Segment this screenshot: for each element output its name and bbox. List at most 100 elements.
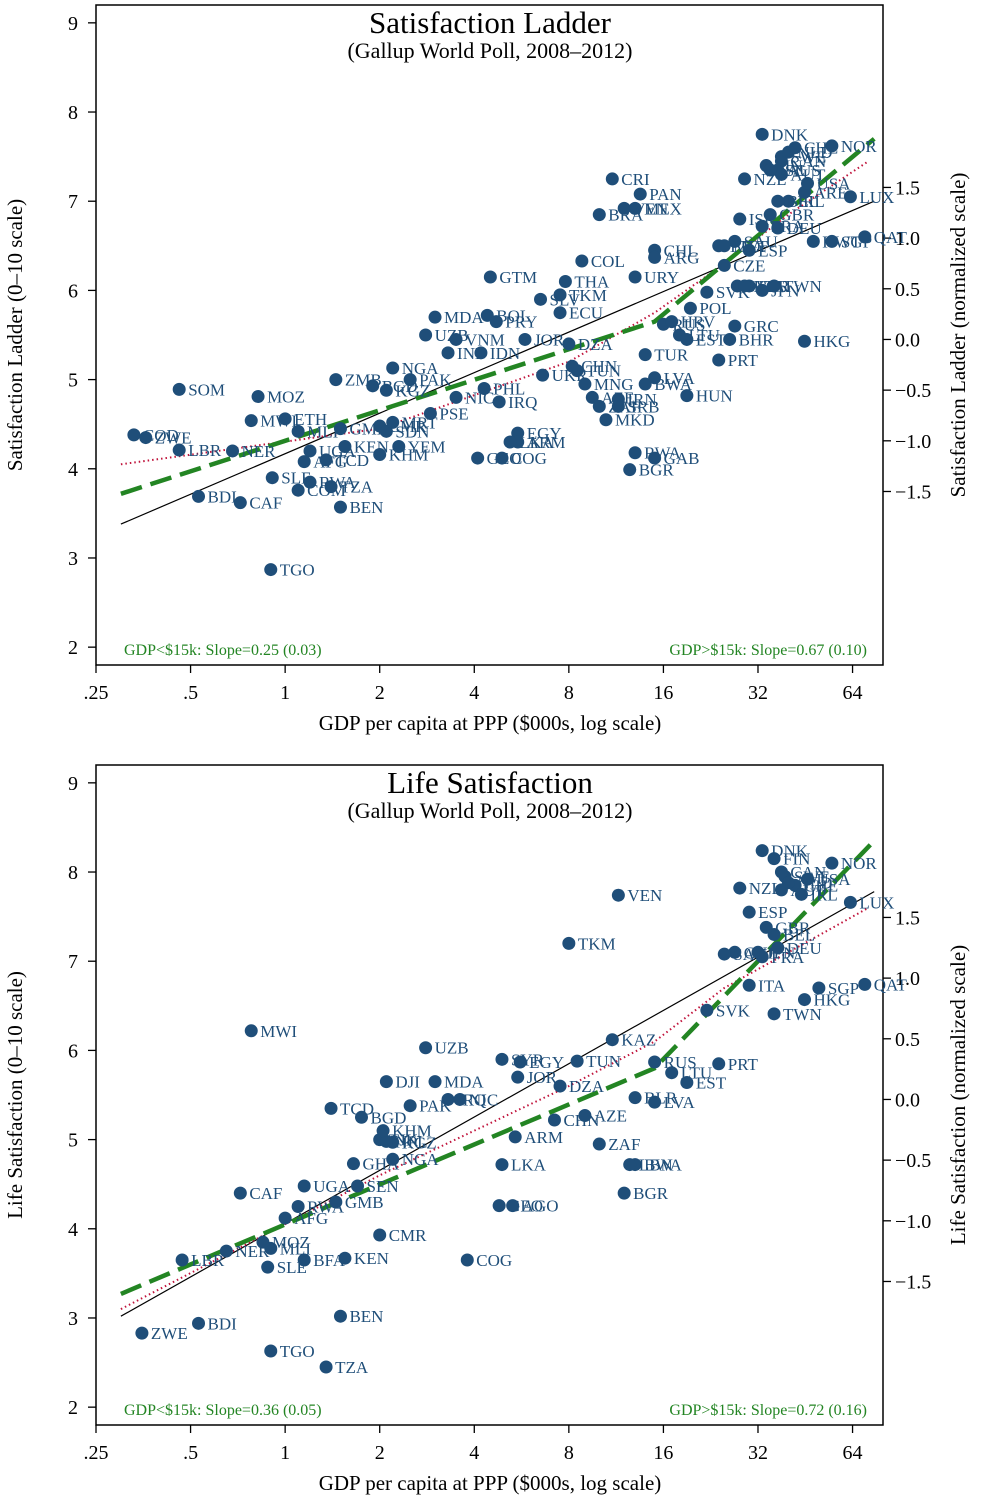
y-axis-label: Satisfaction Ladder (0–10 scale)	[3, 199, 27, 471]
y-tick-label: 9	[68, 773, 78, 795]
data-point-mkd	[599, 413, 613, 427]
data-point-ven	[617, 201, 631, 215]
data-label-cod: COD	[143, 426, 179, 445]
data-label-lbr: LBR	[188, 441, 222, 460]
data-point-egy	[511, 426, 525, 440]
x-tick-label: 4	[469, 1442, 479, 1464]
x-axis-label: GDP per capita at PPP ($000s, log scale)	[319, 711, 662, 735]
data-point-zaf	[592, 399, 606, 413]
data-point-ukr	[536, 368, 550, 382]
data-point-yem	[392, 439, 406, 453]
data-label-mda: MDA	[444, 1073, 484, 1092]
data-label-che: CHE	[804, 876, 838, 895]
data-label-kgz: KGZ	[402, 1133, 437, 1152]
x-tick-label: 32	[748, 1442, 768, 1464]
data-point-can	[774, 865, 788, 879]
data-point-som	[172, 382, 186, 396]
data-point-bhr	[723, 332, 737, 346]
data-point-svk	[700, 285, 714, 299]
data-label-cmr: CMR	[389, 1226, 427, 1245]
data-point-col	[575, 254, 589, 268]
data-point-tgo	[264, 1344, 278, 1358]
data-label-ben: BEN	[349, 1307, 383, 1326]
data-point-syr	[495, 1052, 509, 1066]
data-point-sau	[728, 234, 742, 248]
data-label-usa: USA	[816, 174, 851, 193]
data-point-pak	[403, 373, 417, 387]
x-tick-label: 1	[280, 682, 290, 704]
data-point-kgz	[379, 383, 393, 397]
data-label-lux: LUX	[859, 188, 894, 207]
data-point-esp	[742, 243, 756, 257]
data-label-can: CAN	[790, 863, 826, 882]
data-label-yem: YEM	[408, 437, 446, 456]
data-label-srb: SRB	[627, 397, 659, 416]
data-point-ner	[226, 444, 240, 458]
right-y-axis-label: Satisfaction Ladder (normalized scale)	[946, 173, 970, 498]
y-tick-label: 7	[68, 951, 78, 973]
data-point-dza	[553, 1079, 567, 1093]
data-label-arg: ARG	[664, 248, 700, 267]
data-label-jor: JOR	[534, 330, 565, 349]
data-label-moz: MOZ	[272, 1233, 310, 1252]
data-point-ben	[333, 500, 347, 514]
data-label-twn: TWN	[783, 277, 822, 296]
data-label-pol: POL	[699, 299, 731, 318]
data-point-usa	[800, 872, 814, 886]
data-point-ken	[338, 1251, 352, 1265]
data-point-rus	[648, 1055, 662, 1069]
data-point-hkg	[798, 334, 812, 348]
data-point-moz	[256, 1235, 270, 1249]
data-point-bgd	[366, 379, 380, 393]
data-label-bgr: BGR	[633, 1184, 669, 1203]
data-point-ken	[338, 439, 352, 453]
data-label-tgo: TGO	[280, 1342, 315, 1361]
data-label-lka: LKA	[519, 433, 555, 452]
data-point-idn	[474, 346, 488, 360]
data-label-jor: JOR	[527, 1068, 558, 1087]
chart-panel-life-satisfaction: Life Satisfaction(Gallup World Poll, 200…	[3, 764, 970, 1495]
data-label-qat: QAT	[874, 228, 908, 247]
data-label-twn: TWN	[783, 1005, 822, 1024]
data-label-bel: BEL	[787, 192, 819, 211]
y-tick-label: 7	[68, 191, 78, 213]
data-point-nga	[386, 1152, 400, 1166]
data-label-nld: NLD	[797, 143, 832, 162]
y-tick-label: 2	[68, 637, 78, 659]
data-point-irl	[794, 887, 808, 901]
data-point-nor	[825, 856, 839, 870]
data-point-dnk	[755, 127, 769, 141]
data-label-ago: AGO	[522, 1197, 559, 1216]
x-tick-label: 64	[843, 682, 863, 704]
data-point-tcd	[319, 453, 333, 467]
data-point-blr	[628, 1091, 642, 1105]
data-point-lux	[843, 190, 857, 204]
data-point-uzb	[419, 1041, 433, 1055]
data-label-ben: BEN	[349, 498, 383, 517]
data-point-ago	[506, 1199, 520, 1213]
data-point-com	[291, 483, 305, 497]
data-point-bgr	[617, 1186, 631, 1200]
data-point-hun	[680, 389, 694, 403]
data-label-som: SOM	[188, 380, 225, 399]
data-label-khm: KHM	[389, 446, 429, 465]
right-y-tick-label: −1.0	[895, 431, 931, 453]
slope-annotation-high: GDP>$15k: Slope=0.72 (0.16)	[669, 1402, 867, 1419]
data-label-gab: GAB	[664, 449, 700, 468]
right-y-tick-label: −1.0	[895, 1211, 931, 1233]
data-label-zwe: ZWE	[151, 1324, 188, 1343]
data-point-cog	[460, 1253, 474, 1267]
data-point-che	[788, 141, 802, 155]
data-label-dnk: DNK	[771, 125, 809, 144]
data-point-mex	[628, 201, 642, 215]
data-label-mda: MDA	[444, 308, 484, 327]
data-label-tha: THA	[574, 272, 610, 291]
data-point-zmb	[329, 373, 343, 387]
data-point-cri	[605, 172, 619, 186]
data-label-tkm: TKM	[578, 934, 616, 953]
y-tick-label: 6	[68, 1040, 78, 1062]
data-label-usa: USA	[816, 870, 851, 889]
right-y-tick-label: 0.0	[895, 329, 920, 351]
slope-annotation-low: GDP<$15k: Slope=0.36 (0.05)	[124, 1402, 322, 1419]
data-point-prt	[712, 353, 726, 367]
